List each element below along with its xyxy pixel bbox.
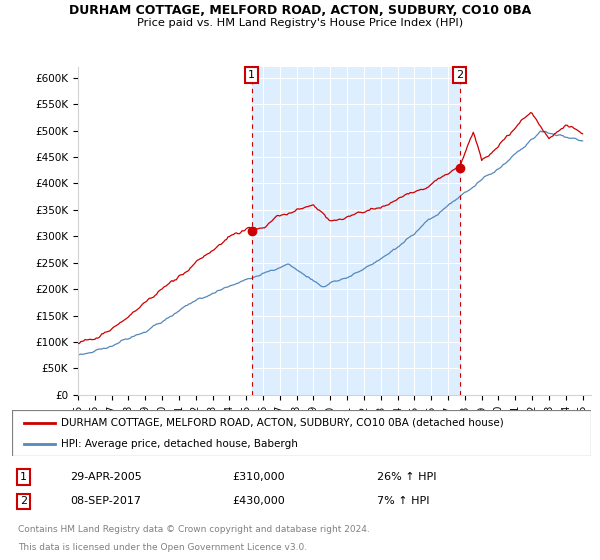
Text: DURHAM COTTAGE, MELFORD ROAD, ACTON, SUDBURY, CO10 0BA: DURHAM COTTAGE, MELFORD ROAD, ACTON, SUD… — [69, 4, 531, 17]
Text: 1: 1 — [20, 472, 27, 482]
Text: Price paid vs. HM Land Registry's House Price Index (HPI): Price paid vs. HM Land Registry's House … — [137, 18, 463, 28]
Text: 29-APR-2005: 29-APR-2005 — [70, 472, 142, 482]
Text: £310,000: £310,000 — [232, 472, 284, 482]
Text: DURHAM COTTAGE, MELFORD ROAD, ACTON, SUDBURY, CO10 0BA (detached house): DURHAM COTTAGE, MELFORD ROAD, ACTON, SUD… — [61, 418, 504, 428]
Text: 7% ↑ HPI: 7% ↑ HPI — [377, 496, 429, 506]
Text: 08-SEP-2017: 08-SEP-2017 — [70, 496, 141, 506]
Bar — [252, 67, 460, 395]
Text: 2: 2 — [456, 70, 463, 80]
Text: 2: 2 — [20, 496, 27, 506]
Text: 1: 1 — [248, 70, 255, 80]
Text: £430,000: £430,000 — [232, 496, 285, 506]
Text: HPI: Average price, detached house, Babergh: HPI: Average price, detached house, Babe… — [61, 439, 298, 449]
Text: 26% ↑ HPI: 26% ↑ HPI — [377, 472, 436, 482]
Text: This data is licensed under the Open Government Licence v3.0.: This data is licensed under the Open Gov… — [18, 543, 307, 552]
Text: Contains HM Land Registry data © Crown copyright and database right 2024.: Contains HM Land Registry data © Crown c… — [18, 525, 370, 534]
